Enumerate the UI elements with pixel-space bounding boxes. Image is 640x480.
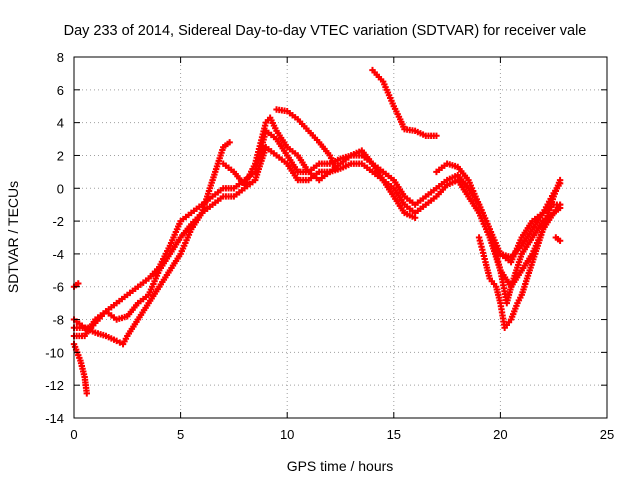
data-markers — [70, 66, 564, 397]
y-tick-label: 6 — [57, 83, 64, 98]
y-tick-label: -6 — [52, 280, 64, 295]
y-tick-label: -4 — [52, 247, 64, 262]
x-tick-label: 15 — [387, 427, 401, 442]
y-tick-label: 4 — [57, 116, 64, 131]
data-point — [433, 132, 440, 139]
x-axis-label: GPS time / hours — [287, 458, 394, 474]
data-point — [411, 214, 419, 222]
x-tick-label: 25 — [600, 427, 614, 442]
data-point — [333, 165, 340, 172]
plot-frame — [73, 56, 608, 419]
y-tick-labels: 8 6 4 2 0 -2 -4 -6 -8 -10 -12 -14 — [45, 50, 64, 426]
chart-title: Day 233 of 2014, Sidereal Day-to-day VTE… — [64, 23, 587, 39]
series-track-d — [70, 139, 233, 348]
y-tick-label: -14 — [45, 411, 64, 426]
data-point — [556, 180, 564, 187]
data-point — [83, 390, 90, 397]
data-point — [556, 201, 564, 208]
series-track-a — [70, 280, 82, 290]
data-point — [226, 139, 233, 146]
series-track-f — [220, 114, 419, 222]
y-tick-label: 2 — [57, 148, 64, 163]
axis-ticks — [73, 56, 608, 419]
y-axis-label: SDTVAR / TECUs — [5, 181, 21, 293]
y-tick-label: -12 — [45, 378, 64, 393]
series-track-k — [497, 180, 564, 261]
y-tick-label: -10 — [45, 345, 64, 360]
data-point — [556, 237, 564, 244]
data-point — [75, 280, 82, 287]
series-track-l — [552, 234, 564, 244]
y-tick-label: 8 — [57, 50, 64, 65]
x-tick-label: 0 — [70, 427, 77, 442]
series-track-h — [369, 66, 440, 139]
x-tick-labels: 0 5 10 15 20 25 — [70, 427, 614, 442]
y-tick-label: -2 — [52, 214, 64, 229]
x-tick-label: 20 — [493, 427, 507, 442]
y-tick-label: -8 — [52, 313, 64, 328]
series-track-g — [273, 106, 340, 172]
x-tick-label: 10 — [280, 427, 294, 442]
x-tick-label: 5 — [177, 427, 184, 442]
grid-lines — [74, 57, 607, 418]
y-tick-label: 0 — [57, 181, 64, 196]
